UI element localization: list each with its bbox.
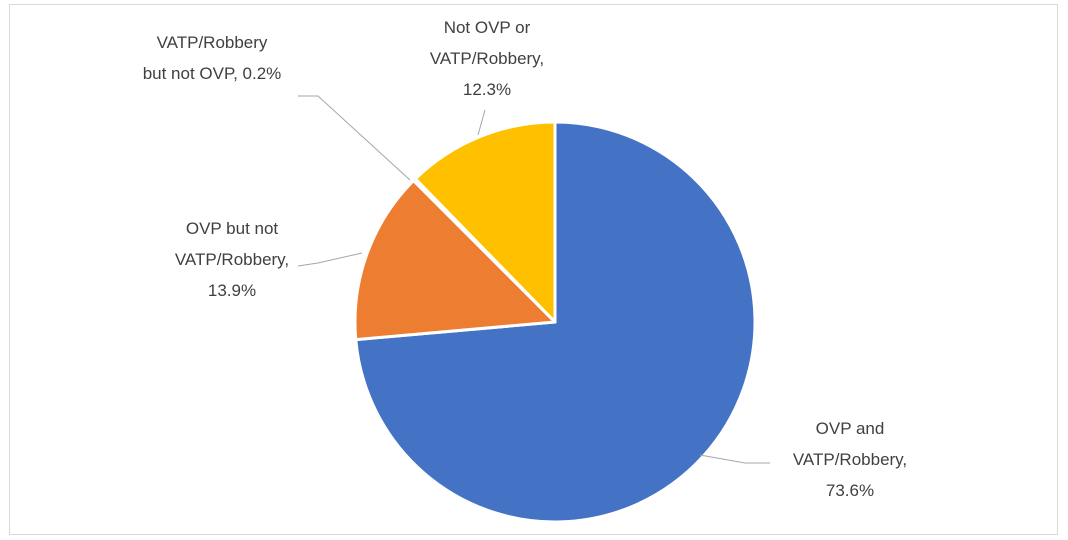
leader-line	[297, 252, 363, 267]
leader-line	[699, 454, 770, 464]
chart-border	[9, 4, 1058, 535]
data-label: VATP/Robbery but not OVP, 0.2%	[142, 33, 282, 83]
pie	[353, 120, 757, 524]
data-label: OVP and VATP/Robbery, 73.6%	[792, 419, 908, 500]
leader-line	[298, 95, 411, 181]
pie-slice	[353, 179, 557, 342]
pie-slice	[413, 120, 557, 324]
leader-line	[477, 109, 486, 136]
data-label: Not OVP or VATP/Robbery, 12.3%	[429, 18, 545, 99]
data-label: OVP but not VATP/Robbery, 13.9%	[174, 219, 290, 300]
